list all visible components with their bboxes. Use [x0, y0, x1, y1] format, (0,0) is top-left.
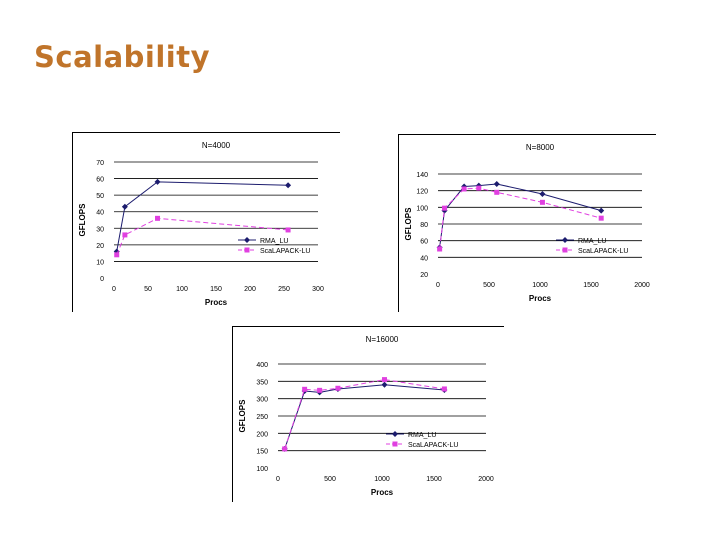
- series-line-1: [116, 217, 289, 255]
- chart-n8000: N=8000 20 40 60 80 100 120 140 0 500 1000 1500 2000 P…: [398, 134, 656, 312]
- data-point-diamond: [154, 178, 161, 185]
- x-tick-label: 200: [244, 286, 256, 293]
- legend-label: RMA_LU: [408, 432, 436, 439]
- data-point-square: [442, 205, 448, 211]
- data-point-square: [539, 199, 545, 205]
- y-tick-label: 20: [96, 243, 104, 250]
- chart-title: N=16000: [366, 335, 399, 344]
- y-tick-label: 400: [256, 362, 268, 369]
- legend-marker: [392, 441, 398, 447]
- y-tick-label: 30: [96, 226, 104, 233]
- data-point-square: [381, 377, 387, 383]
- data-point-square: [494, 189, 500, 195]
- x-tick-label: 100: [176, 286, 188, 293]
- y-tick-label: 250: [256, 414, 268, 421]
- series-line-0: [284, 384, 445, 450]
- x-tick-label: 2000: [634, 282, 650, 289]
- legend-label: RMA_LU: [578, 238, 606, 245]
- x-tick-label: 1000: [532, 282, 548, 289]
- y-tick-label: 40: [96, 210, 104, 217]
- x-tick-label: 1500: [583, 282, 599, 289]
- data-point-square: [335, 385, 341, 391]
- data-point-diamond: [381, 381, 388, 388]
- x-tick-label: 300: [312, 286, 324, 293]
- y-tick-label: 300: [256, 397, 268, 404]
- data-point-square: [122, 232, 128, 238]
- x-tick-label: 1000: [374, 476, 390, 483]
- y-tick-label: 350: [256, 379, 268, 386]
- legend-label: ScaLAPACK-LU: [408, 442, 458, 449]
- legend-label: ScaLAPACK-LU: [578, 248, 628, 255]
- x-axis-label: Procs: [205, 298, 228, 307]
- data-point-diamond: [539, 191, 546, 197]
- chart-svg: N=8000 20 40 60 80 100 120 140 0 500 1000 1500 2000 P…: [398, 134, 656, 312]
- y-tick-label: 150: [256, 449, 268, 456]
- x-tick-label: 0: [112, 286, 116, 293]
- series-line-1: [439, 187, 602, 250]
- y-tick-label: 20: [420, 272, 428, 279]
- data-point-square: [114, 252, 120, 258]
- series-line-0: [116, 181, 289, 252]
- y-tick-label: 80: [420, 222, 428, 229]
- data-point-square: [441, 386, 447, 392]
- x-tick-label: 0: [436, 282, 440, 289]
- chart-title: N=4000: [202, 141, 231, 150]
- y-tick-label: 0: [100, 276, 104, 283]
- series-line-1: [284, 379, 445, 450]
- x-tick-label: 0: [276, 476, 280, 483]
- legend-marker: [562, 237, 568, 243]
- x-tick-label: 250: [278, 286, 290, 293]
- y-tick-label: 140: [416, 172, 428, 179]
- data-point-square: [461, 186, 467, 192]
- chart-svg: N=4000 0 10 20 30 40 50 60 70 0 50 100 150 200 250 300 P…: [72, 132, 340, 312]
- x-tick-label: 50: [144, 286, 152, 293]
- legend-marker: [244, 247, 250, 253]
- y-tick-label: 60: [420, 239, 428, 246]
- x-tick-label: 500: [324, 476, 336, 483]
- data-point-diamond: [493, 181, 500, 187]
- data-point-square: [317, 387, 323, 393]
- chart-svg: N=16000 100 150 200 250 300 350 400 0 500 1000 1500…: [232, 326, 504, 502]
- y-tick-label: 100: [256, 466, 268, 473]
- legend-marker: [562, 247, 568, 253]
- x-tick-label: 150: [210, 286, 222, 293]
- data-point-square: [155, 215, 161, 221]
- y-tick-label: 40: [420, 255, 428, 262]
- data-point-diamond: [598, 207, 605, 214]
- y-axis-label: GFLOPS: [78, 203, 87, 237]
- x-tick-label: 500: [483, 282, 495, 289]
- data-point-square: [285, 227, 291, 233]
- y-tick-label: 60: [96, 177, 104, 184]
- data-point-square: [476, 185, 482, 191]
- y-axis-label: GFLOPS: [238, 399, 247, 433]
- y-tick-label: 70: [96, 160, 104, 167]
- data-point-square: [598, 215, 604, 221]
- legend-marker: [244, 237, 250, 243]
- y-tick-label: 50: [96, 193, 104, 200]
- chart-n4000: N=4000 0 10 20 30 40 50 60 70 0 50 100 150 200 250 300 P…: [72, 132, 340, 312]
- data-point-diamond: [285, 182, 292, 189]
- legend-label: RMA_LU: [260, 238, 288, 245]
- x-axis-label: Procs: [371, 488, 394, 497]
- x-axis-label: Procs: [529, 294, 552, 303]
- data-point-square: [282, 446, 288, 452]
- y-tick-label: 200: [256, 431, 268, 438]
- y-tick-label: 10: [96, 259, 104, 266]
- y-axis-label: GFLOPS: [404, 207, 413, 241]
- slide-title: Scalability: [34, 40, 211, 74]
- x-tick-label: 1500: [426, 476, 442, 483]
- legend-marker: [392, 431, 398, 437]
- data-point-square: [437, 246, 443, 252]
- data-point-diamond: [121, 203, 128, 210]
- data-point-square: [302, 386, 308, 392]
- series-line-0: [439, 183, 602, 248]
- y-tick-label: 100: [416, 205, 428, 212]
- y-tick-label: 120: [416, 189, 428, 196]
- legend-label: ScaLAPACK-LU: [260, 248, 310, 255]
- x-tick-label: 2000: [478, 476, 494, 483]
- chart-n16000: N=16000 100 150 200 250 300 350 400 0 500 1000 1500…: [232, 326, 504, 502]
- chart-title: N=8000: [526, 143, 555, 152]
